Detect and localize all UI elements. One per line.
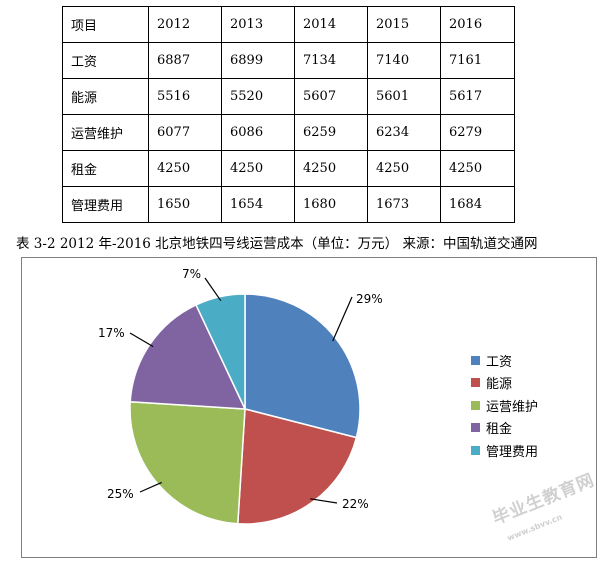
legend-item: 能源 — [471, 372, 538, 395]
legend-item: 租金 — [471, 417, 538, 440]
leader-line — [129, 332, 154, 348]
pie-slice — [195, 293, 246, 410]
table-cell: 1680 — [294, 186, 368, 223]
leader-line — [310, 498, 338, 504]
table-row: 工资 6887 6899 7134 7140 7161 — [62, 42, 515, 79]
table-cell: 6086 — [221, 114, 295, 151]
table-cell: 5601 — [367, 78, 441, 115]
legend-swatch — [471, 445, 480, 455]
table-cell: 4250 — [294, 150, 368, 187]
leader-line — [139, 481, 162, 493]
table-cell: 6899 — [221, 42, 295, 79]
table-header-cell: 2012 — [148, 6, 222, 43]
table-row: 管理费用 1650 1654 1680 1673 1684 — [62, 186, 515, 223]
table-cell: 管理费用 — [62, 186, 149, 223]
slice-label: 22% — [342, 497, 369, 511]
table-row: 能源 5516 5520 5607 5601 5617 — [62, 78, 515, 115]
table-cell: 5520 — [221, 78, 295, 115]
table-cell: 4250 — [367, 150, 441, 187]
legend-label: 运营维护 — [486, 399, 539, 415]
table-cell: 5607 — [294, 78, 368, 115]
legend-label: 工资 — [486, 354, 513, 370]
table-cell: 6077 — [148, 114, 222, 151]
legend-item: 工资 — [471, 349, 538, 372]
table-header-cell: 项目 — [62, 6, 149, 43]
table-header-cell: 2014 — [294, 6, 368, 43]
table-cell: 4250 — [440, 150, 515, 187]
slice-label: 25% — [107, 487, 134, 501]
legend-item: 运营维护 — [471, 394, 538, 417]
table-cell: 7140 — [367, 42, 441, 79]
table-cell: 租金 — [62, 150, 149, 187]
legend-item: 管理费用 — [471, 439, 538, 462]
table-header-cell: 2016 — [440, 6, 515, 43]
legend-swatch — [471, 378, 480, 388]
leader-line — [332, 296, 353, 342]
table-cell: 1684 — [440, 186, 515, 223]
table-row: 租金 4250 4250 4250 4250 4250 — [62, 150, 515, 187]
legend-label: 能源 — [486, 377, 513, 393]
slice-label: 7% — [182, 267, 201, 281]
table-cell: 7134 — [294, 42, 368, 79]
table-cell: 4250 — [148, 150, 222, 187]
table-cell: 工资 — [62, 42, 149, 79]
table-cell: 5516 — [148, 78, 222, 115]
slice-label: 17% — [98, 326, 125, 340]
table-header-row: 项目 2012 2013 2014 2015 2016 — [62, 6, 515, 43]
table-cell: 6887 — [148, 42, 222, 79]
legend-swatch — [471, 355, 480, 365]
legend-swatch — [471, 400, 480, 410]
leader-line — [204, 277, 222, 302]
slice-label: 29% — [356, 292, 383, 306]
table-cell: 7161 — [440, 42, 515, 79]
pie-slice — [129, 400, 246, 525]
table-cell: 1673 — [367, 186, 441, 223]
cost-table: 项目 2012 2013 2014 2015 2016 工资 6887 6899 7134 7140… — [62, 6, 515, 223]
table-cell: 能源 — [62, 78, 149, 115]
legend-label: 租金 — [486, 422, 513, 438]
legend-swatch — [471, 423, 480, 433]
table-cell: 6279 — [440, 114, 515, 151]
pie-slice — [236, 408, 358, 525]
pie-slice — [244, 293, 361, 439]
table-caption: 表 3-2 2012 年-2016 北京地铁四号线运营成本（单位：万元） 来源：… — [16, 236, 538, 252]
legend-label: 管理费用 — [486, 444, 539, 460]
chart-legend: 工资能源运营维护租金管理费用 — [471, 349, 538, 462]
table-cell: 1654 — [221, 186, 295, 223]
table-cell: 4250 — [221, 150, 295, 187]
table-row: 运营维护 6077 6086 6259 6234 6279 — [62, 114, 515, 151]
